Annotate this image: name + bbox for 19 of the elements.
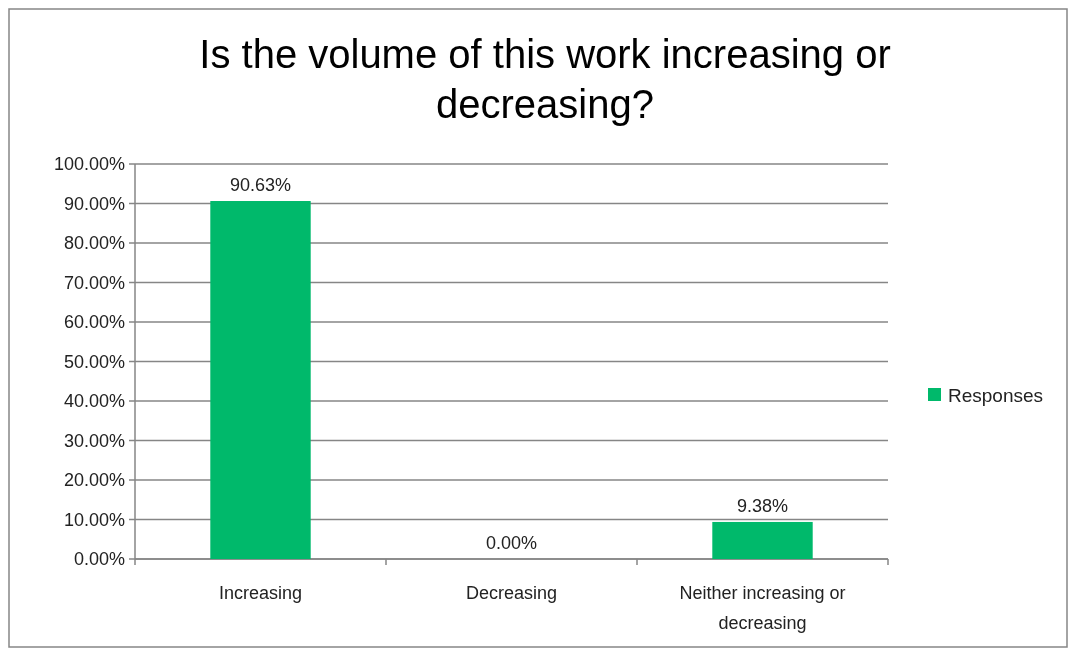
y-tick-label: 70.00% [63, 272, 125, 293]
data-label: 90.63% [229, 175, 292, 196]
legend-label: Responses [948, 384, 1044, 406]
x-tick-label: Decreasing [465, 583, 558, 603]
data-label: 0.00% [485, 533, 538, 553]
x-tick-label: Increasing [218, 583, 303, 603]
y-tick-label: 80.00% [63, 233, 125, 254]
x-tick-label: Neither increasing or decreasing [679, 583, 846, 633]
y-tick-label: 90.00% [63, 193, 125, 214]
chart-title: Is the volume of this work increasing or decreasing? [199, 32, 891, 126]
y-tick-label: 0.00% [73, 549, 125, 570]
y-tick-label: 30.00% [63, 430, 125, 451]
data-label: 9.38% [736, 495, 789, 516]
y-tick-label: 40.00% [63, 391, 125, 412]
y-tick-label: 10.00% [63, 509, 125, 530]
y-tick-label: 100.00% [53, 154, 125, 175]
y-tick-label: 20.00% [63, 470, 125, 491]
y-tick-label: 60.00% [63, 312, 125, 333]
y-tick-label: 50.00% [63, 351, 125, 372]
